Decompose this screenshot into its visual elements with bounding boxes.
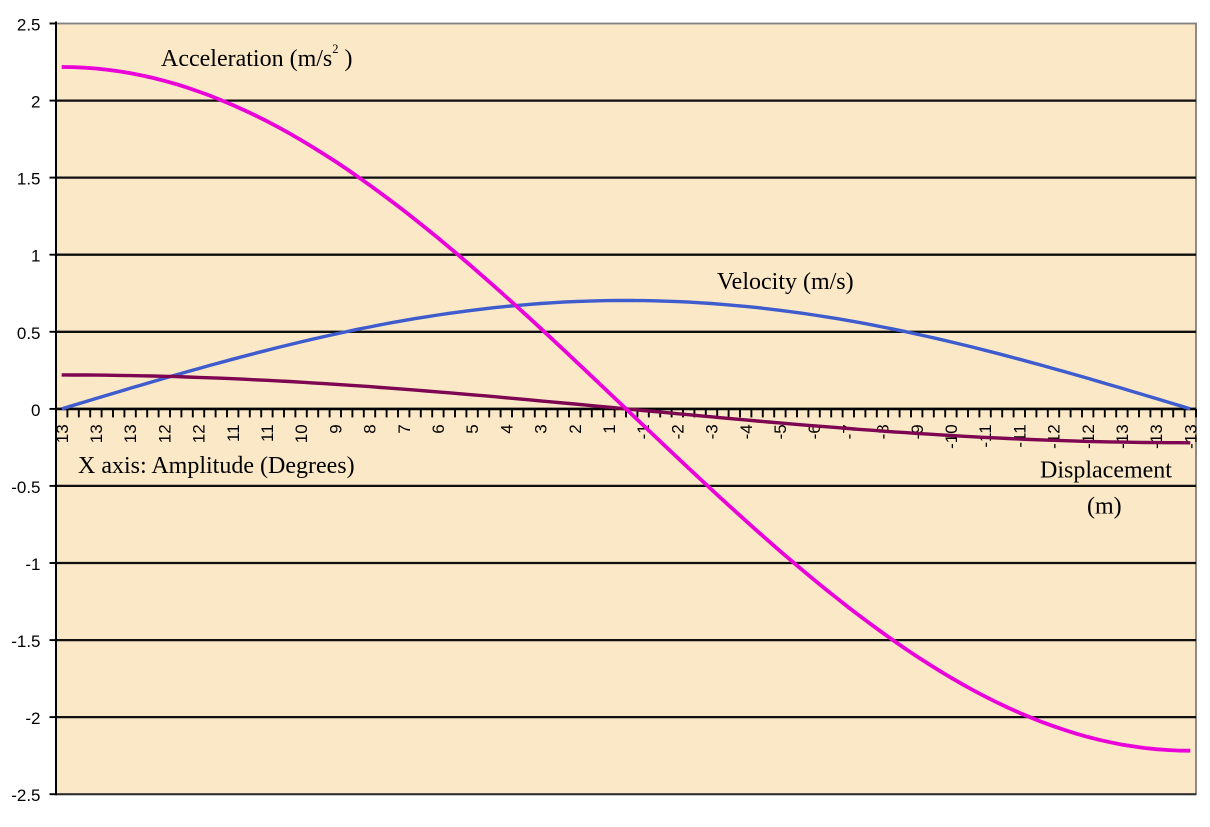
svg-text:Acceleration (m/s2 ): Acceleration (m/s2 ) [161,42,353,72]
svg-text:11: 11 [224,424,243,442]
svg-text:5: 5 [463,424,482,433]
svg-text:-12: -12 [1079,424,1098,449]
svg-text:2.5: 2.5 [17,16,41,35]
svg-text:-2: -2 [668,424,687,439]
svg-text:-5: -5 [771,424,790,439]
svg-text:-0.5: -0.5 [11,478,40,497]
svg-text:0: 0 [31,401,40,420]
svg-text:11: 11 [258,424,277,442]
svg-text:8: 8 [361,424,380,433]
svg-text:-1.5: -1.5 [11,632,40,651]
svg-text:0.5: 0.5 [17,324,41,343]
svg-text:-13: -13 [1113,424,1132,449]
svg-text:6: 6 [429,424,448,433]
svg-text:-4: -4 [737,424,756,439]
svg-text:1: 1 [31,247,40,266]
svg-text:-13: -13 [1147,424,1166,449]
svg-text:Velocity (m/s): Velocity (m/s) [717,269,854,295]
svg-text:9: 9 [326,424,345,433]
svg-text:-11: -11 [1010,424,1029,447]
svg-text:2: 2 [31,93,40,112]
svg-text:-1: -1 [25,555,40,574]
svg-text:X axis: Amplitude (Degrees): X axis: Amplitude (Degrees) [78,453,355,479]
svg-text:3: 3 [532,424,551,433]
svg-text:13: 13 [121,424,140,443]
svg-text:-6: -6 [805,424,824,439]
svg-text:Displacement: Displacement [1040,458,1172,484]
svg-text:1.5: 1.5 [17,170,41,189]
svg-text:-12: -12 [1045,424,1064,449]
svg-text:-2.5: -2.5 [11,786,40,805]
svg-text:1: 1 [600,424,619,433]
svg-text:2: 2 [566,424,585,433]
svg-text:12: 12 [155,424,174,443]
svg-text:7: 7 [395,424,414,433]
svg-text:12: 12 [190,424,209,443]
svg-text:4: 4 [497,424,516,433]
svg-text:13: 13 [53,424,72,443]
svg-text:(m): (m) [1087,494,1122,520]
svg-text:-3: -3 [703,424,722,439]
svg-text:13: 13 [87,424,106,443]
svg-text:-13: -13 [1181,424,1200,449]
svg-text:-2: -2 [25,709,40,728]
svg-text:10: 10 [292,424,311,443]
